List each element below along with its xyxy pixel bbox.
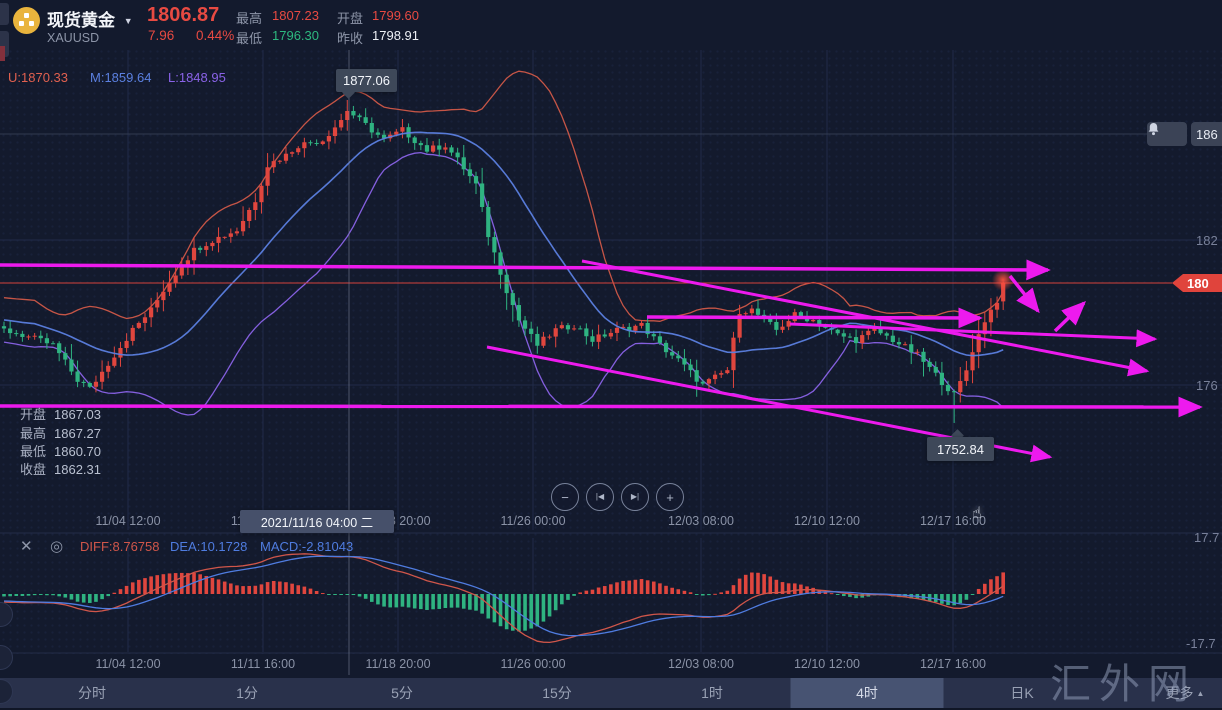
macd-layer bbox=[2, 553, 1005, 644]
tab-fenshi[interactable]: 分时 bbox=[78, 685, 106, 701]
gold-coin-icon bbox=[13, 7, 40, 34]
price-change: 7.96 bbox=[148, 28, 175, 43]
stat-value-low: 1796.30 bbox=[272, 28, 319, 43]
current-price-tag: 180 bbox=[1172, 274, 1222, 292]
mouse-hand-cursor: ☝ bbox=[972, 505, 982, 522]
stat-label-high: 最高 bbox=[236, 11, 263, 26]
main-chart-layer bbox=[1, 70, 1006, 423]
macd-dea-value: DEA:10.1728 bbox=[170, 539, 248, 554]
stat-label-low: 最低 bbox=[236, 31, 263, 46]
stat-label-open: 开盘 bbox=[337, 11, 364, 26]
tab-daily[interactable]: 日K bbox=[1010, 685, 1034, 701]
timeframe-tabbar: 分时 1分 5分 15分 1时 4时 日K 更多 ▲ bbox=[0, 678, 1222, 708]
stat-value-prev-close: 1798.91 bbox=[372, 28, 419, 43]
triangle-up-icon: ▲ bbox=[1196, 688, 1205, 698]
tab-15min[interactable]: 15分 bbox=[542, 685, 572, 701]
info-low-row: 最低 1860.70 bbox=[20, 444, 102, 459]
left-red-marker bbox=[0, 46, 5, 61]
info-open-row: 开盘 1867.03 bbox=[20, 407, 102, 422]
info-close-row: 收盘 1862.31 bbox=[20, 462, 102, 477]
time-tick-macd-3: 11/26 00:00 bbox=[500, 657, 566, 671]
stat-value-open: 1799.60 bbox=[372, 8, 419, 23]
tab-4hour[interactable]: 4时 bbox=[790, 678, 944, 708]
alert-price-label: 186 bbox=[1191, 122, 1222, 146]
symbol-name: 现货黄金 bbox=[47, 11, 115, 30]
skip-to-end-button[interactable]: ▶| bbox=[621, 483, 649, 511]
drawn-annotations-layer bbox=[0, 259, 1203, 463]
tab-1hour[interactable]: 1时 bbox=[701, 685, 723, 701]
tab-1min[interactable]: 1分 bbox=[236, 685, 258, 701]
info-high-row: 最高 1867.27 bbox=[20, 426, 102, 441]
bell-icon bbox=[1148, 123, 1159, 136]
time-tick-main-0: 11/04 12:00 bbox=[95, 514, 161, 528]
swing-low-tooltip: 1752.84 bbox=[927, 437, 994, 461]
time-tick-main-3: 11/26 00:00 bbox=[500, 514, 566, 528]
symbol-selector[interactable]: 现货黄金 ▼ bbox=[47, 6, 133, 31]
zoom-in-button[interactable]: + bbox=[656, 483, 684, 511]
zoom-out-button[interactable]: − bbox=[551, 483, 579, 511]
chevron-down-icon: ▼ bbox=[123, 16, 133, 26]
macd-scale-max: 17.7 bbox=[1194, 530, 1220, 545]
left-side-tab-1[interactable] bbox=[0, 3, 9, 25]
skip-to-start-button[interactable]: |◀ bbox=[586, 483, 614, 511]
boll-mid-value: M:1859.64 bbox=[90, 70, 152, 85]
last-price: 1806.87 bbox=[147, 4, 220, 26]
time-tick-main-4: 12/03 08:00 bbox=[667, 514, 735, 528]
stat-label-prev-close: 昨收 bbox=[337, 31, 364, 46]
time-tick-macd-6: 12/17 16:00 bbox=[919, 657, 987, 671]
boll-lower-value: L:1848.95 bbox=[168, 70, 226, 85]
macd-diff-value: DIFF:8.76758 bbox=[80, 539, 160, 554]
macd-scale-min: -17.7 bbox=[1186, 636, 1216, 651]
time-tick-main-5: 12/10 12:00 bbox=[793, 514, 861, 528]
symbol-code: XAUUSD bbox=[47, 31, 100, 45]
time-tick-macd-2: 11/18 20:00 bbox=[365, 657, 431, 671]
time-tick-macd-1: 11/11 16:00 bbox=[230, 657, 296, 671]
price-change-pct: 0.44% bbox=[196, 28, 235, 43]
stat-value-high: 1807.23 bbox=[272, 8, 319, 23]
grid-layer bbox=[0, 50, 1222, 652]
left-side-tab-2[interactable] bbox=[0, 31, 9, 57]
macd-value: MACD:-2.81043 bbox=[260, 539, 354, 554]
axis-price-label-lower: 176 bbox=[1196, 378, 1218, 393]
time-tick-macd-0: 11/04 12:00 bbox=[95, 657, 161, 671]
crosshair-time-tooltip: 2021/11/16 04:00 二 bbox=[240, 510, 394, 533]
close-icon[interactable]: ✕ bbox=[20, 538, 33, 555]
crosshair-high-tooltip: 1877.06 bbox=[336, 69, 397, 92]
indicator-settings-icon[interactable]: ◎ bbox=[50, 538, 64, 555]
axis-price-label-upper: 182 bbox=[1196, 233, 1218, 248]
tab-more[interactable]: 更多 ▲ bbox=[1165, 685, 1205, 701]
time-tick-macd-4: 12/03 08:00 bbox=[667, 657, 735, 671]
time-tick-macd-5: 12/10 12:00 bbox=[793, 657, 861, 671]
boll-upper-value: U:1870.33 bbox=[8, 70, 68, 85]
time-tick-main-6: 12/17 16:00 bbox=[919, 514, 987, 528]
price-alert-pill[interactable] bbox=[1147, 122, 1187, 146]
tab-5min[interactable]: 5分 bbox=[391, 685, 413, 701]
